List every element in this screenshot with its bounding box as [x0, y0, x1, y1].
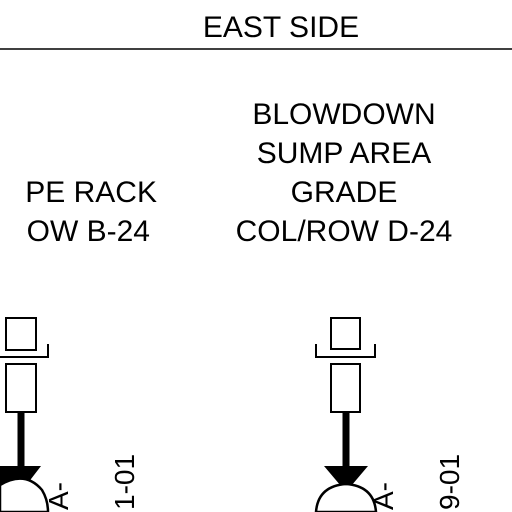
section-title: EAST SIDE	[203, 11, 359, 44]
instrument-left-tag: A- 1-01	[43, 454, 140, 510]
location-left-line-1: PE RACK	[25, 176, 157, 209]
instrument-right-bracket	[315, 344, 376, 358]
instrument-right-top-box	[330, 317, 361, 350]
instrument-symbol-right: A- 9-01	[314, 317, 465, 512]
location-left-line-2: OW B-24	[27, 215, 150, 248]
location-right-line-3: GRADE	[291, 176, 398, 209]
instrument-left-bracket	[0, 344, 49, 358]
instrument-left-body-box	[5, 363, 37, 413]
location-label-left: PE RACK OW B-24	[25, 176, 157, 248]
instrument-right-tag-number: 9-01	[434, 454, 465, 510]
instrument-right-arrowhead	[324, 466, 368, 492]
instrument-symbol-left: A- 1-01	[0, 317, 140, 512]
instrument-right-tag-prefix: A-	[368, 482, 399, 510]
instrument-left-tag-number: 1-01	[109, 454, 140, 510]
location-right-line-4: COL/ROW D-24	[236, 215, 453, 248]
location-right-line-2: SUMP AREA	[257, 137, 432, 170]
instrument-left-top-box	[5, 317, 37, 351]
instrument-right-tag: A- 9-01	[368, 454, 465, 510]
instrument-right-bulb	[314, 482, 378, 512]
location-right-line-1: BLOWDOWN	[252, 98, 435, 131]
instrument-right-body-box	[330, 363, 361, 413]
instrument-left-bulb	[0, 477, 50, 512]
location-label-right: BLOWDOWN SUMP AREA GRADE COL/ROW D-24	[236, 98, 453, 248]
instrument-left-tag-prefix: A-	[43, 482, 74, 510]
